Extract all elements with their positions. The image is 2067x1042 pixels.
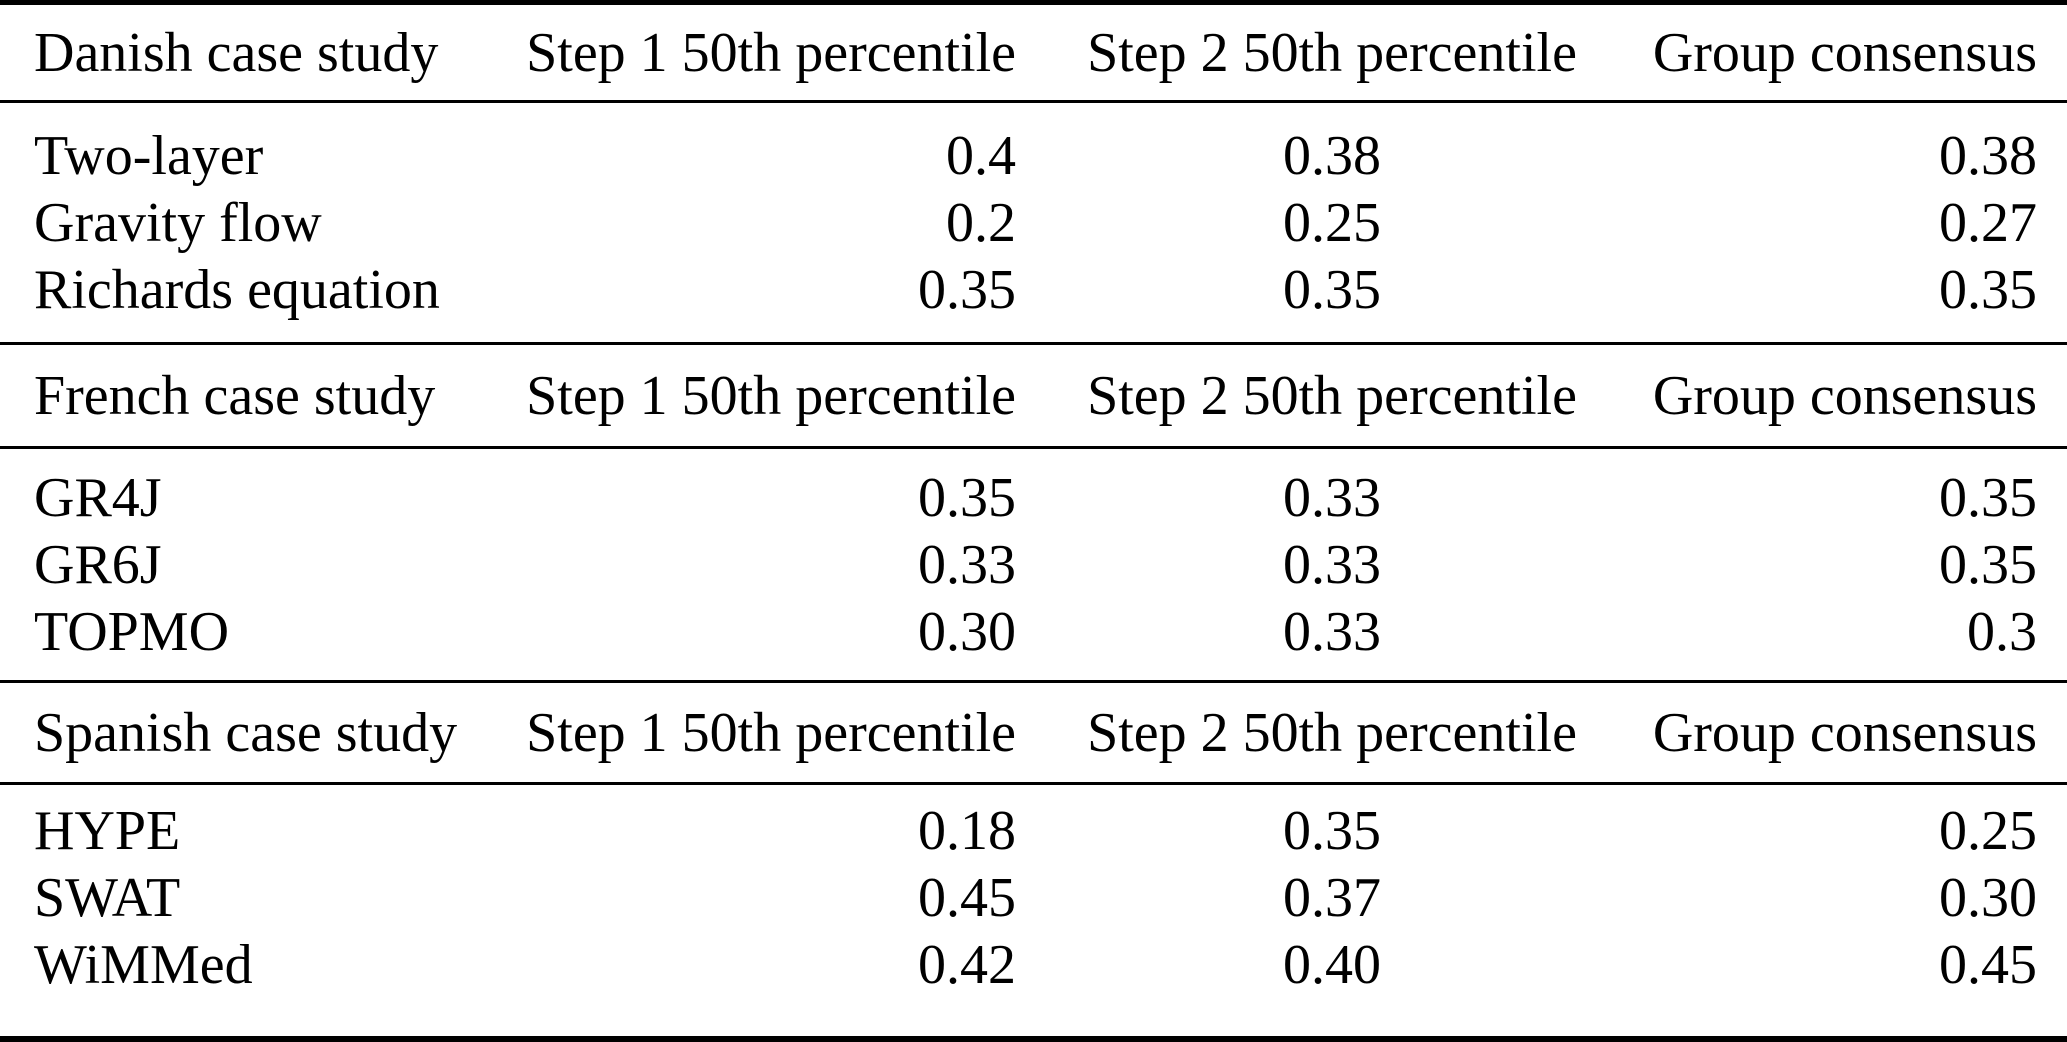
section-data: HYPE 0.18 0.35 0.25 SWAT 0.45 0.37 0.30 … [0, 785, 2067, 1021]
step2-value: 0.35 [1283, 258, 1381, 321]
table-row: Richards equation 0.35 0.35 0.35 [0, 256, 2067, 323]
section-header-row: Danish case study Step 1 50th percentile… [0, 5, 2067, 103]
step2-value: 0.33 [1283, 466, 1381, 529]
consensus-value: 0.30 [1939, 866, 2037, 929]
step2-value: 0.33 [1283, 533, 1381, 596]
table-row: Two-layer 0.4 0.38 0.38 [0, 122, 2067, 189]
step1-value: 0.2 [946, 191, 1016, 254]
section-spanish: Spanish case study Step 1 50th percentil… [0, 680, 2067, 1021]
step1-value: 0.35 [918, 258, 1016, 321]
col-header-step1: Step 1 50th percentile [526, 701, 1016, 764]
consensus-value: 0.35 [1939, 258, 2037, 321]
step1-value: 0.33 [918, 533, 1016, 596]
step2-value: 0.37 [1283, 866, 1381, 929]
consensus-value: 0.45 [1939, 933, 2037, 996]
table-row: HYPE 0.18 0.35 0.25 [0, 797, 2067, 864]
consensus-value: 0.27 [1939, 191, 2037, 254]
step1-value: 0.42 [918, 933, 1016, 996]
table-row: GR4J 0.35 0.33 0.35 [0, 464, 2067, 531]
section-label: Danish case study [34, 21, 439, 84]
section-label: French case study [34, 364, 436, 427]
table-row: WiMMed 0.42 0.40 0.45 [0, 931, 2067, 998]
table-row: Gravity flow 0.2 0.25 0.27 [0, 189, 2067, 256]
col-header-consensus: Group consensus [1652, 21, 2037, 84]
model-name: Gravity flow [34, 191, 322, 254]
section-label: Spanish case study [34, 701, 458, 764]
step1-value: 0.18 [918, 799, 1016, 862]
step1-value: 0.30 [918, 600, 1016, 663]
model-name: GR6J [34, 533, 162, 596]
col-header-consensus: Group consensus [1652, 701, 2037, 764]
table-row: TOPMO 0.30 0.33 0.3 [0, 598, 2067, 665]
section-french: French case study Step 1 50th percentile… [0, 342, 2067, 680]
step2-value: 0.33 [1283, 600, 1381, 663]
consensus-value: 0.35 [1939, 466, 2037, 529]
model-name: WiMMed [34, 933, 253, 996]
section-data: Two-layer 0.4 0.38 0.38 Gravity flow 0.2… [0, 103, 2067, 342]
consensus-value: 0.3 [1967, 600, 2037, 663]
model-name: GR4J [34, 466, 162, 529]
section-header-row: French case study Step 1 50th percentile… [0, 342, 2067, 449]
table-row: SWAT 0.45 0.37 0.30 [0, 864, 2067, 931]
col-header-step1: Step 1 50th percentile [526, 21, 1016, 84]
section-danish: Danish case study Step 1 50th percentile… [0, 5, 2067, 342]
col-header-step2: Step 2 50th percentile [1087, 364, 1577, 427]
consensus-value: 0.35 [1939, 533, 2037, 596]
section-header-row: Spanish case study Step 1 50th percentil… [0, 680, 2067, 785]
model-name: SWAT [34, 866, 181, 929]
step2-value: 0.40 [1283, 933, 1381, 996]
table-row: GR6J 0.33 0.33 0.35 [0, 531, 2067, 598]
model-name: Richards equation [34, 258, 440, 321]
col-header-consensus: Group consensus [1652, 364, 2037, 427]
col-header-step1: Step 1 50th percentile [526, 364, 1016, 427]
consensus-value: 0.25 [1939, 799, 2037, 862]
model-name: Two-layer [34, 124, 264, 187]
step1-value: 0.45 [918, 866, 1016, 929]
col-header-step2: Step 2 50th percentile [1087, 701, 1577, 764]
step2-value: 0.35 [1283, 799, 1381, 862]
col-header-step2: Step 2 50th percentile [1087, 21, 1577, 84]
step1-value: 0.4 [946, 124, 1016, 187]
section-data: GR4J 0.35 0.33 0.35 GR6J 0.33 0.33 0.35 … [0, 449, 2067, 680]
model-name: TOPMO [34, 600, 230, 663]
step1-value: 0.35 [918, 466, 1016, 529]
model-name: HYPE [34, 799, 181, 862]
step2-value: 0.25 [1283, 191, 1381, 254]
consensus-value: 0.38 [1939, 124, 2037, 187]
step2-value: 0.38 [1283, 124, 1381, 187]
